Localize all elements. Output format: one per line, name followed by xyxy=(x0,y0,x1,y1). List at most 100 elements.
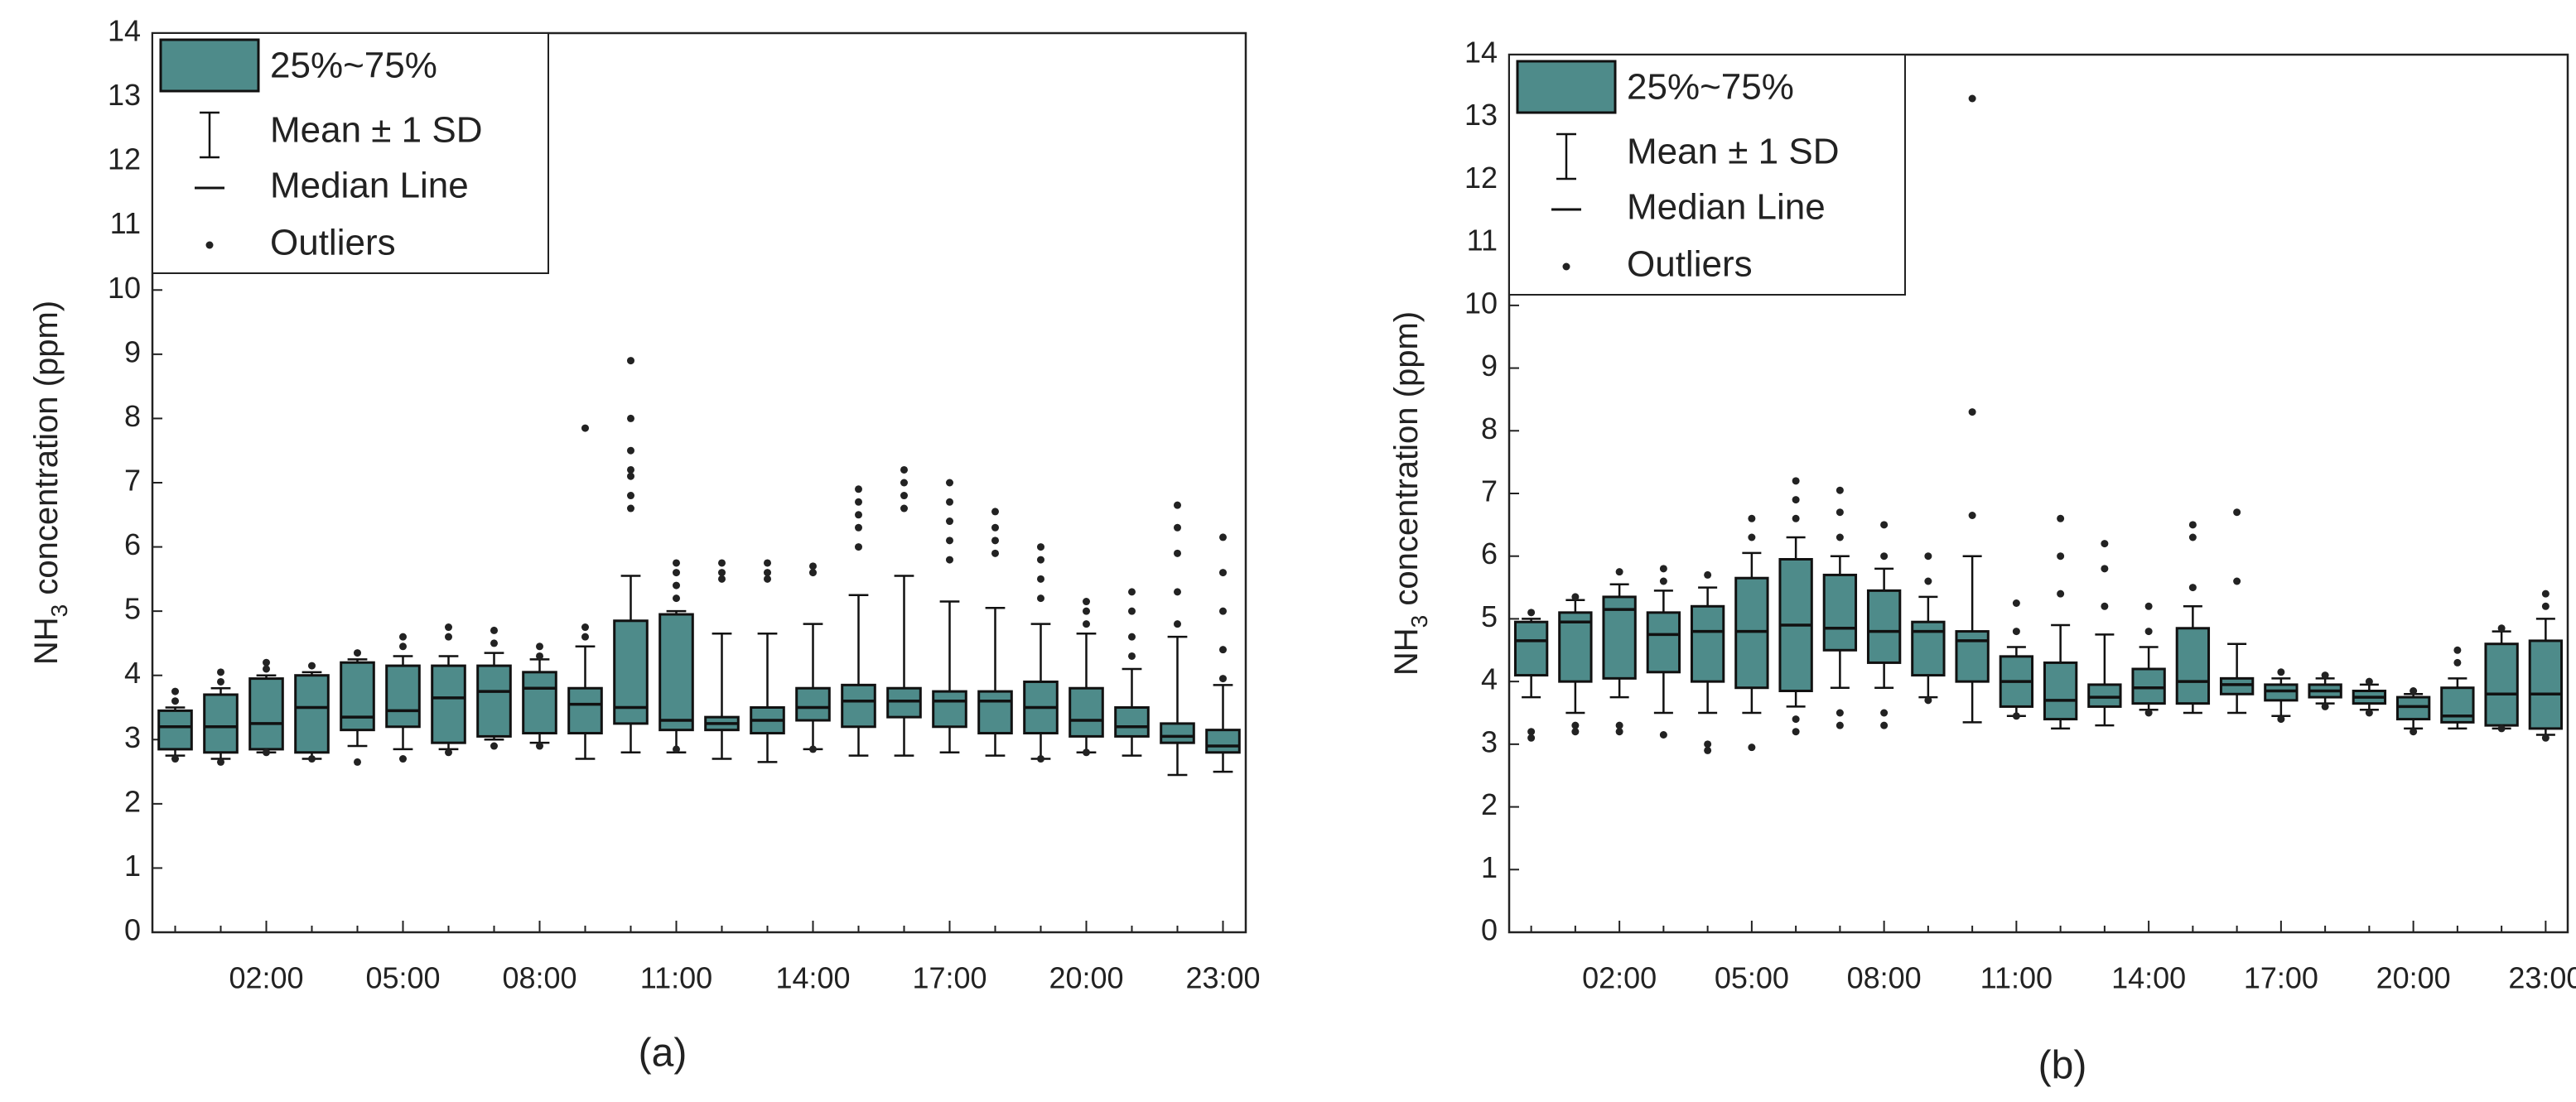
x-tick-label: 17:00 xyxy=(2244,961,2318,995)
outlier xyxy=(1968,94,1976,103)
y-tick-label: 3 xyxy=(124,720,141,754)
plot-frame xyxy=(1507,53,2569,934)
outlier xyxy=(1924,577,1932,585)
outlier xyxy=(2365,709,2373,717)
box xyxy=(1690,604,1725,683)
legend-swatch xyxy=(1516,60,1617,114)
outlier xyxy=(946,537,953,545)
outlier xyxy=(627,504,634,513)
outlier xyxy=(764,569,771,577)
outlier xyxy=(1527,609,1536,617)
outlier xyxy=(2277,715,2285,724)
y-tick-label: 4 xyxy=(1481,662,1498,696)
outlier xyxy=(673,594,680,603)
outlier xyxy=(1704,570,1712,579)
outlier xyxy=(673,559,680,567)
outlier xyxy=(2410,687,2418,695)
outlier xyxy=(1968,512,1976,519)
outlier xyxy=(354,758,361,766)
outlier xyxy=(718,569,726,577)
y-tick-label: 6 xyxy=(124,527,141,561)
y-tick-label: 5 xyxy=(1481,599,1498,633)
outlier xyxy=(1615,728,1623,736)
outlier xyxy=(1174,549,1181,557)
outlier xyxy=(991,508,999,516)
outlier xyxy=(490,639,498,647)
outlier xyxy=(1659,731,1667,739)
outlier xyxy=(809,562,817,570)
outlier xyxy=(171,697,179,705)
y-label-sub: 3 xyxy=(46,604,72,618)
y-label-text: NH xyxy=(1388,628,1425,676)
x-tick-label: 23:00 xyxy=(2508,961,2576,995)
outlier xyxy=(809,569,817,577)
outlier xyxy=(718,575,726,583)
outlier xyxy=(1083,598,1090,606)
outlier xyxy=(627,465,634,474)
outlier xyxy=(1219,569,1227,577)
y-tick-label: 14 xyxy=(108,14,141,48)
y-tick-label: 11 xyxy=(1467,224,1498,257)
y-axis-label: NH3 concentration (ppm) xyxy=(28,301,72,665)
outlier xyxy=(627,414,634,422)
legend-label: Outliers xyxy=(1627,244,1753,285)
box xyxy=(2087,683,2122,708)
box xyxy=(203,693,239,754)
outlier xyxy=(2453,646,2462,654)
outlier xyxy=(2410,728,2418,736)
outlier xyxy=(1037,594,1044,603)
outlier xyxy=(490,626,498,634)
outlier xyxy=(1527,734,1536,742)
outlier xyxy=(217,677,224,686)
y-tick-label: 13 xyxy=(108,78,141,112)
y-tick-label: 3 xyxy=(1481,724,1498,758)
outlier xyxy=(855,498,862,506)
outlier xyxy=(1083,607,1090,615)
outlier xyxy=(991,537,999,545)
y-tick-label: 7 xyxy=(1481,474,1498,508)
x-tick-label: 17:00 xyxy=(912,961,987,995)
outlier xyxy=(1748,743,1756,752)
outlier xyxy=(490,742,498,750)
outlier xyxy=(1037,575,1044,583)
outlier xyxy=(1704,746,1712,754)
box xyxy=(2131,667,2166,705)
box xyxy=(476,664,512,738)
legend-label: 25%~75% xyxy=(1627,67,1794,108)
outlier xyxy=(399,755,407,763)
outlier xyxy=(308,755,316,763)
outlier xyxy=(1836,508,1844,517)
box xyxy=(2484,642,2519,727)
legend-swatch xyxy=(159,38,260,93)
outlier xyxy=(1174,620,1181,628)
outlier xyxy=(1880,709,1889,717)
box xyxy=(431,664,466,744)
outlier xyxy=(946,556,953,564)
outlier xyxy=(1571,728,1580,736)
y-tick-label: 8 xyxy=(1481,411,1498,445)
y-label-text: concentration (ppm) xyxy=(28,301,65,604)
outlier xyxy=(809,745,817,753)
box xyxy=(294,674,330,754)
outlier xyxy=(1659,577,1667,585)
box xyxy=(2395,695,2431,721)
outlier xyxy=(2321,671,2329,680)
outlier xyxy=(1219,646,1227,654)
outlier xyxy=(2144,602,2153,610)
outlier xyxy=(2012,628,2020,636)
box xyxy=(932,690,967,729)
outlier xyxy=(2101,602,2109,610)
box xyxy=(841,683,876,729)
outlier xyxy=(946,517,953,526)
x-tick-label: 02:00 xyxy=(1582,961,1657,995)
outlier xyxy=(1748,514,1756,522)
outlier xyxy=(991,523,999,532)
outlier xyxy=(536,652,543,660)
outlier xyxy=(2541,589,2549,598)
y-tick-label: 8 xyxy=(124,399,141,433)
y-label-text: NH xyxy=(28,617,65,665)
box xyxy=(1513,620,1549,677)
outlier xyxy=(2233,508,2241,517)
